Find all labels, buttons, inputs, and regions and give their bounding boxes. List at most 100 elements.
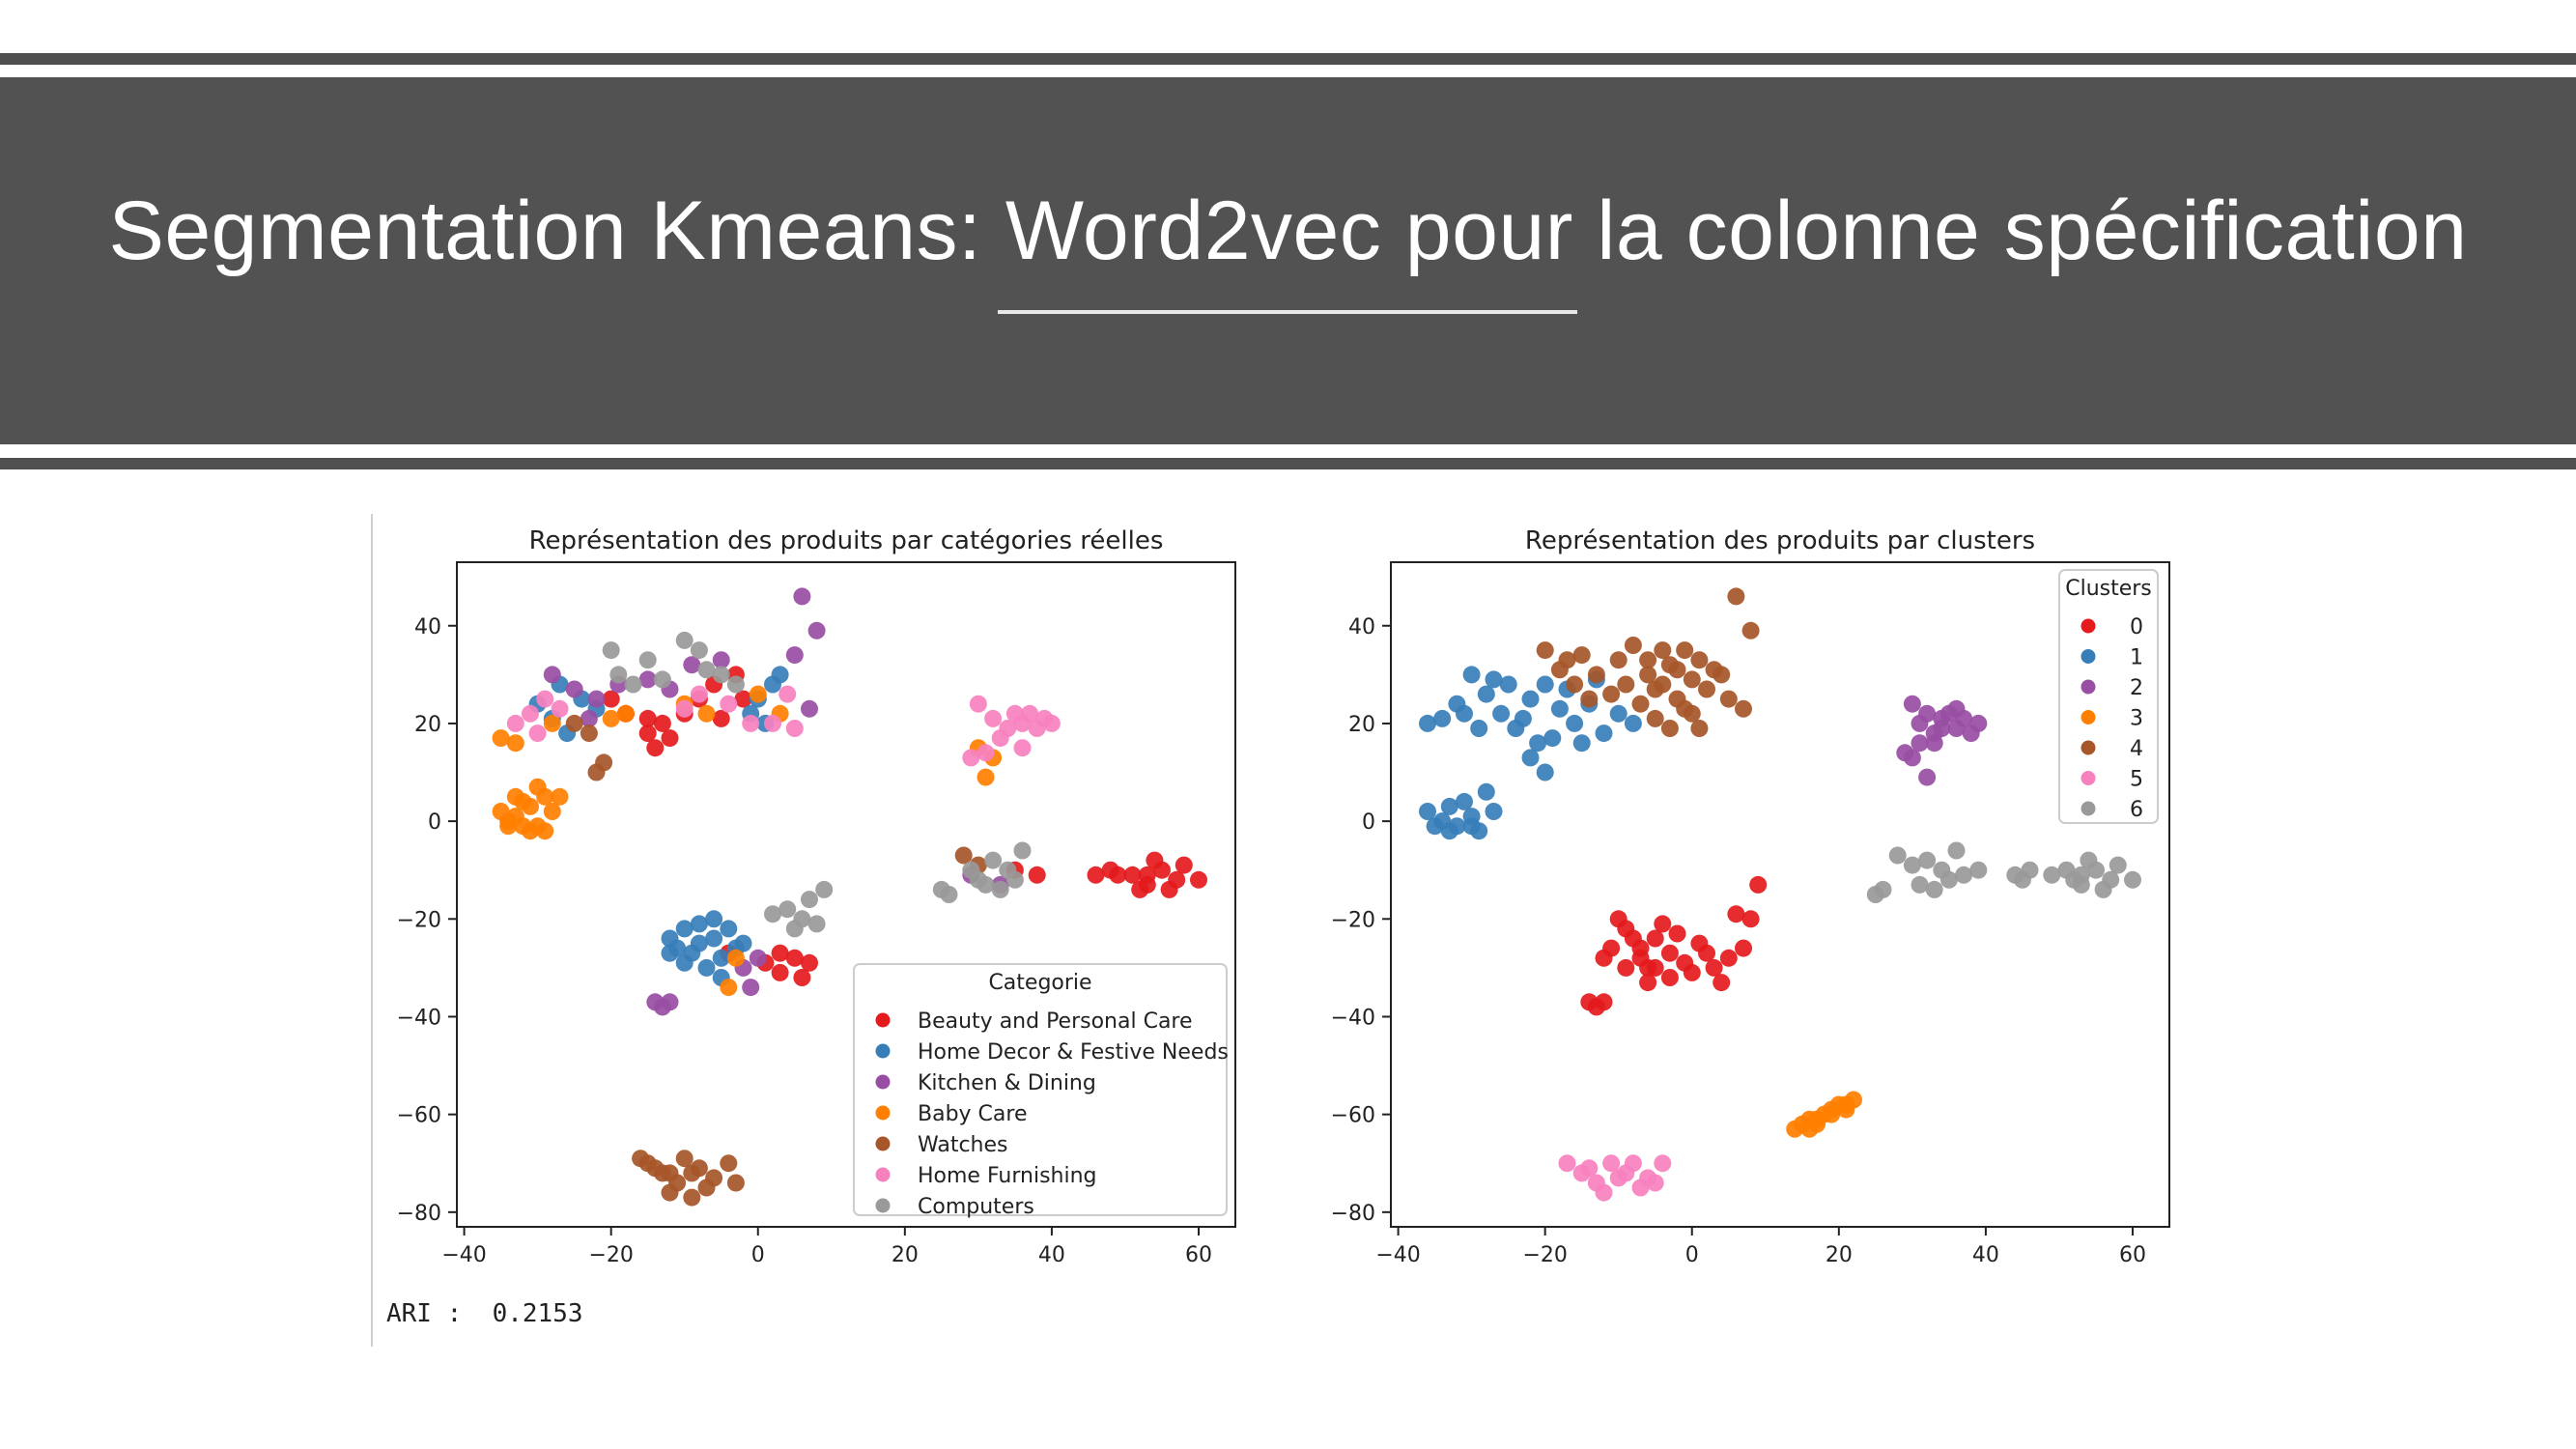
chart1-point bbox=[653, 714, 671, 732]
chart1-point bbox=[726, 1174, 745, 1192]
chart2-point bbox=[1683, 670, 1701, 689]
chart2-point bbox=[1492, 704, 1511, 723]
ari-value: 0.2153 bbox=[492, 1299, 583, 1328]
chart1-legend-label: Home Decor & Festive Needs bbox=[918, 1040, 1229, 1065]
chart2-point bbox=[1947, 841, 1966, 860]
chart2-point bbox=[1749, 875, 1768, 894]
chart2-point bbox=[1933, 720, 1951, 737]
chart1-point bbox=[734, 690, 752, 708]
chart1-point bbox=[771, 666, 789, 684]
chart1-point bbox=[697, 958, 716, 977]
chart2-point bbox=[2124, 870, 2141, 889]
chart2-point bbox=[1477, 782, 1495, 801]
chart1-point bbox=[528, 724, 547, 743]
chart2-point bbox=[2109, 856, 2127, 874]
chart2-point bbox=[1440, 822, 1458, 840]
chart2-point bbox=[1646, 958, 1664, 977]
chart1-point bbox=[977, 768, 995, 786]
chart1-point bbox=[712, 651, 730, 669]
chart2-y-tick-label: −80 bbox=[1331, 1202, 1375, 1226]
chart2-point bbox=[1558, 1154, 1576, 1173]
chart2-plot-area bbox=[1390, 561, 2170, 1228]
chart2-point bbox=[2080, 851, 2098, 869]
chart1-point bbox=[661, 729, 679, 748]
chart1-point bbox=[638, 709, 657, 727]
chart1-point bbox=[712, 666, 730, 684]
chart1-point bbox=[793, 587, 811, 606]
chart2-point bbox=[1903, 856, 1921, 874]
chart2-point bbox=[1911, 875, 1929, 894]
chart1-point bbox=[984, 851, 1003, 869]
chart1-point bbox=[720, 1154, 738, 1173]
chart2-point bbox=[1536, 675, 1554, 694]
chart1-legend-marker bbox=[875, 1198, 891, 1213]
chart1-legend-marker bbox=[875, 1105, 891, 1121]
chart2-point bbox=[1617, 675, 1635, 694]
chart2-point bbox=[1521, 690, 1540, 708]
chart2-point bbox=[1624, 714, 1642, 732]
chart2-point bbox=[1462, 666, 1481, 684]
chart2-point bbox=[1660, 720, 1679, 737]
chart1-point bbox=[726, 675, 745, 694]
chart2-point bbox=[1580, 1159, 1599, 1178]
chart2-point bbox=[1918, 768, 1937, 786]
chart1-point bbox=[764, 714, 781, 732]
chart1-point bbox=[991, 880, 1009, 898]
chart2-point bbox=[1595, 993, 1613, 1011]
chart2-point bbox=[1888, 846, 1907, 865]
chart1-point bbox=[690, 685, 708, 703]
chart1-point bbox=[683, 1188, 701, 1207]
chart1-point bbox=[646, 739, 665, 757]
chart2-point bbox=[1705, 958, 1723, 977]
chart1-point bbox=[506, 714, 524, 732]
ari-score: ARI : 0.2153 bbox=[386, 1299, 583, 1328]
chart2-point bbox=[1741, 621, 1760, 639]
chart1-point bbox=[1087, 866, 1105, 884]
chart1-point bbox=[954, 846, 973, 865]
chart1-point bbox=[720, 979, 738, 997]
chart1-point bbox=[962, 749, 980, 767]
chart2-x-tick-label: 40 bbox=[1972, 1243, 1999, 1267]
chart2-point bbox=[2043, 866, 2061, 884]
chart1-legend-label: Baby Care bbox=[918, 1102, 1028, 1126]
chart1-legend-marker bbox=[875, 1074, 891, 1090]
chart2-point bbox=[1646, 709, 1664, 727]
chart1-point bbox=[771, 944, 789, 962]
chart1-point bbox=[785, 949, 804, 967]
chart2-point bbox=[1823, 1105, 1841, 1123]
chart2-point bbox=[1609, 704, 1628, 723]
chart2-point bbox=[1705, 661, 1723, 679]
chart1-point bbox=[638, 651, 657, 669]
chart2-legend-marker bbox=[2081, 771, 2096, 785]
chart1-point bbox=[999, 861, 1017, 879]
chart1-point bbox=[1123, 866, 1142, 884]
chart1-point bbox=[653, 670, 671, 689]
chart1-y-tick-label: 20 bbox=[414, 713, 441, 737]
chart2-point bbox=[1624, 1154, 1642, 1173]
chart2-point bbox=[1485, 803, 1503, 820]
chart1-point bbox=[661, 929, 679, 948]
chart1-point bbox=[1138, 866, 1156, 884]
chart2-point bbox=[1566, 675, 1584, 694]
chart2-point bbox=[1587, 666, 1605, 684]
chart2-point bbox=[1456, 792, 1473, 810]
chart1-point bbox=[705, 910, 723, 928]
slide-title: Segmentation Kmeans: Word2vec pour la co… bbox=[108, 185, 2468, 277]
chart1-point bbox=[543, 803, 561, 820]
chart1-point bbox=[661, 1164, 679, 1182]
chart1-y-tick-label: −80 bbox=[397, 1202, 441, 1226]
chart1-point bbox=[609, 666, 628, 684]
chart1-point bbox=[543, 714, 561, 732]
chart1-point bbox=[492, 729, 510, 748]
chart1-point bbox=[785, 646, 804, 665]
chart1-point bbox=[742, 714, 760, 732]
chart1-legend-title: Categorie bbox=[988, 971, 1091, 995]
chart1-point bbox=[528, 778, 547, 796]
chart1-point bbox=[1013, 841, 1032, 860]
chart2-point bbox=[1595, 949, 1613, 967]
chart2-point bbox=[1550, 699, 1569, 718]
chart1-point bbox=[977, 744, 995, 762]
chart1-point bbox=[690, 915, 708, 933]
chart1-point bbox=[580, 709, 598, 727]
